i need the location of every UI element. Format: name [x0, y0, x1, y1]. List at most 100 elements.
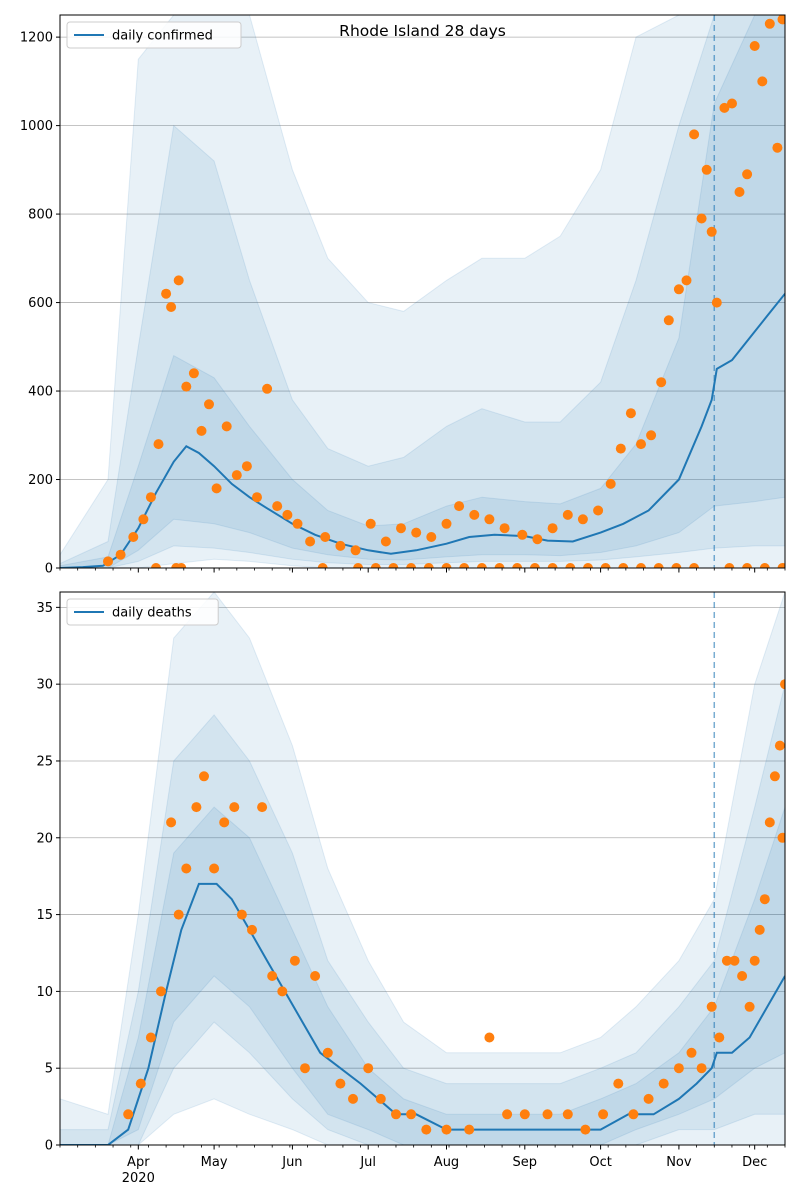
- data-point: [777, 832, 785, 843]
- x-tick-label: Oct: [589, 1155, 611, 1170]
- data-point: [673, 284, 684, 295]
- data-point: [686, 1047, 697, 1058]
- data-point: [161, 288, 172, 299]
- data-point: [706, 226, 717, 237]
- data-point: [583, 563, 593, 568]
- legend-box: [66, 21, 242, 49]
- data-point: [128, 532, 139, 542]
- y-tick-label: 30: [36, 678, 53, 693]
- data-point: [605, 478, 616, 489]
- data-point: [774, 740, 785, 751]
- data-point: [426, 532, 437, 542]
- data-point: [370, 563, 381, 568]
- y-tick-label: 5: [45, 1062, 53, 1077]
- data-point: [166, 817, 177, 828]
- data-point: [600, 563, 611, 568]
- data-point: [391, 1109, 401, 1120]
- data-point: [613, 1078, 624, 1089]
- axes-frame: [59, 14, 786, 569]
- data-point: [421, 1124, 432, 1135]
- data-point: [749, 41, 760, 51]
- data-point: [459, 563, 470, 568]
- data-point: [320, 532, 331, 542]
- data-point: [173, 909, 184, 920]
- data-point: [696, 213, 707, 224]
- data-point: [348, 1093, 358, 1104]
- legend: daily deaths: [66, 598, 219, 626]
- data-point: [365, 518, 376, 529]
- data-point: [562, 1109, 573, 1120]
- y-tick-label: 1200: [20, 31, 53, 46]
- y-tick-label: 600: [28, 296, 53, 311]
- data-point: [103, 556, 113, 567]
- data-point: [262, 383, 273, 394]
- data-point: [289, 955, 300, 966]
- data-point: [653, 563, 664, 568]
- data-point: [115, 549, 126, 560]
- data-point: [292, 518, 303, 529]
- data-point: [729, 955, 740, 966]
- data-point: [628, 1109, 639, 1120]
- data-point: [166, 302, 177, 312]
- data-point: [701, 164, 712, 175]
- data-point: [580, 1124, 591, 1135]
- confidence-band-0: [60, 15, 785, 568]
- data-point: [764, 18, 775, 29]
- data-point: [241, 461, 252, 472]
- data-point: [772, 142, 783, 153]
- data-point: [188, 368, 199, 379]
- data-point: [658, 1078, 669, 1089]
- data-point: [636, 439, 646, 450]
- x-tick-label: Aug: [434, 1155, 459, 1170]
- data-point: [759, 563, 770, 568]
- data-point: [562, 509, 573, 520]
- data-point: [593, 505, 604, 516]
- data-point: [671, 563, 682, 568]
- data-point: [532, 534, 543, 545]
- data-point: [219, 817, 230, 828]
- deaths-chart: 0 5 10 15 20 25 30 35 Apr 2020 May Jun Jul Aug Sep Oct N…: [36, 591, 786, 1186]
- legend-label: daily deaths: [112, 606, 192, 621]
- chart-title: Rhode Island 28 days: [339, 22, 506, 40]
- data-point: [759, 894, 770, 905]
- data-point: [317, 563, 328, 568]
- legend: daily confirmed: [66, 21, 242, 49]
- data-point: [737, 971, 748, 981]
- x-tick-label: May: [201, 1155, 228, 1170]
- data-point: [211, 483, 222, 494]
- confidence-band-1: [60, 15, 785, 568]
- data-point: [577, 514, 588, 525]
- data-point: [484, 514, 495, 525]
- data-point: [151, 563, 161, 568]
- data-point: [615, 443, 626, 454]
- data-point: [742, 169, 753, 180]
- data-point: [749, 955, 760, 966]
- data-point: [441, 563, 452, 568]
- data-point: [196, 425, 207, 436]
- data-point: [135, 1078, 146, 1089]
- confidence-band-2: [60, 806, 785, 1145]
- data-point: [499, 523, 510, 534]
- x-tick-label: Sep: [513, 1155, 538, 1170]
- data-point: [484, 1032, 495, 1043]
- data-point: [643, 1093, 654, 1104]
- confidence-band-0: [60, 592, 785, 1145]
- data-point: [777, 563, 785, 568]
- data-point: [721, 955, 732, 966]
- data-point: [221, 421, 232, 432]
- data-point: [454, 501, 465, 512]
- data-point: [406, 1109, 417, 1120]
- y-tick-label: 0: [45, 562, 53, 577]
- data-point: [754, 924, 765, 935]
- data-point: [388, 563, 399, 568]
- data-point: [663, 315, 674, 326]
- data-point: [625, 408, 636, 419]
- data-point: [145, 492, 156, 503]
- data-point: [502, 1109, 513, 1120]
- data-point: [769, 771, 780, 782]
- data-point: [469, 509, 480, 520]
- x-tick-label: Apr 2020: [122, 1155, 155, 1186]
- series-line-daily-confirmed: [60, 293, 785, 568]
- plot-area: [60, 15, 785, 568]
